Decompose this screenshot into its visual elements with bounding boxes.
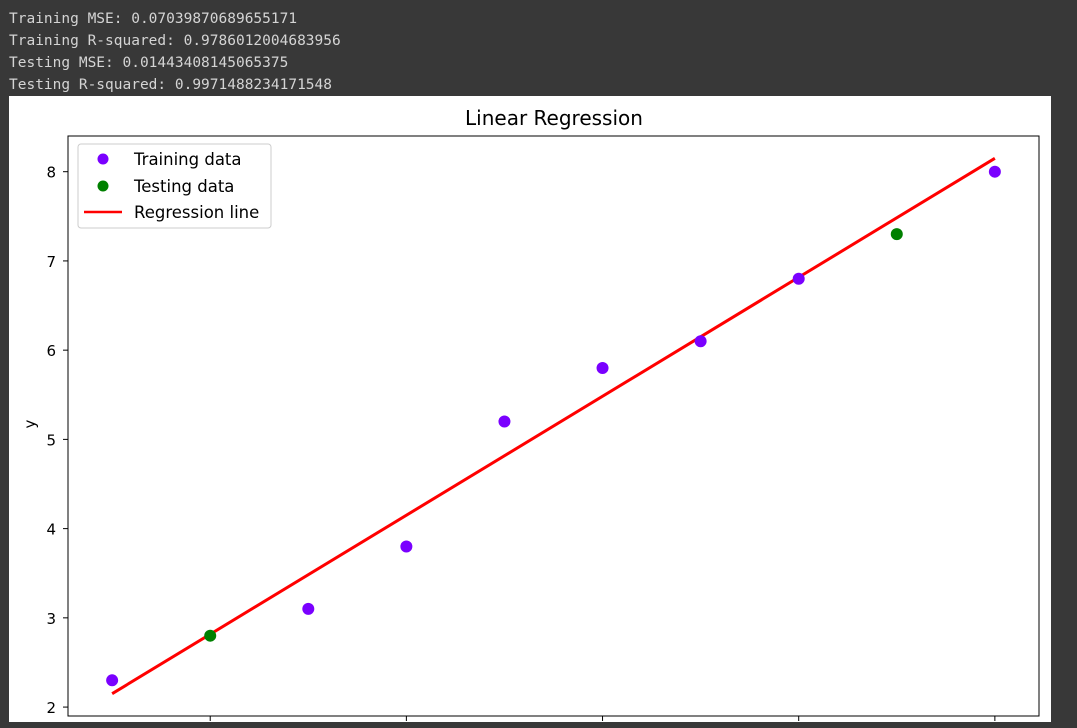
legend-testing-marker bbox=[97, 180, 109, 192]
notebook-margin-right bbox=[1051, 96, 1077, 728]
training-mse-line: Training MSE: 0.07039870689655171 bbox=[9, 11, 298, 27]
y-axis-label: y bbox=[21, 419, 39, 428]
y-tick-label: 3 bbox=[46, 610, 56, 628]
legend: Training data Testing data Regression li… bbox=[77, 143, 272, 229]
training-point bbox=[792, 272, 805, 285]
testing-mse-line: Testing MSE: 0.01443408145065375 bbox=[9, 55, 289, 71]
regression-line bbox=[111, 157, 996, 695]
training-point bbox=[988, 165, 1001, 178]
y-tick-label: 2 bbox=[46, 699, 56, 717]
legend-training-label: Training data bbox=[133, 150, 242, 169]
training-point bbox=[498, 415, 511, 428]
figure: Linear Regression y 2 3 4 5 6 7 8 Training dat… bbox=[9, 96, 1051, 722]
chart-title: Linear Regression bbox=[465, 106, 643, 130]
chart-svg: Linear Regression y 2 3 4 5 6 7 8 Training dat… bbox=[21, 106, 1040, 721]
notebook-margin-bottom bbox=[0, 722, 1077, 728]
plot-frame bbox=[67, 135, 1040, 717]
legend-regression-label: Regression line bbox=[134, 203, 259, 222]
testing-r2-line: Testing R-squared: 0.9971488234171548 bbox=[9, 77, 333, 93]
y-tick-label: 5 bbox=[46, 431, 56, 449]
training-r2-line: Training R-squared: 0.9786012004683956 bbox=[9, 33, 341, 49]
legend-testing-label: Testing data bbox=[133, 177, 234, 196]
testing-point bbox=[890, 228, 903, 241]
y-tick-label: 4 bbox=[46, 521, 56, 539]
training-point bbox=[694, 335, 707, 348]
y-tick-label: 6 bbox=[46, 342, 56, 360]
training-point bbox=[106, 674, 119, 687]
training-point bbox=[302, 602, 315, 615]
legend-box bbox=[77, 143, 272, 229]
legend-training-marker bbox=[97, 153, 109, 165]
y-tick-label: 8 bbox=[46, 164, 56, 182]
cell-output: Training MSE: 0.07039870689655171 Traini… bbox=[9, 8, 341, 96]
training-point bbox=[400, 540, 413, 553]
training-point bbox=[596, 362, 609, 374]
y-tick-label: 7 bbox=[46, 253, 56, 271]
testing-point bbox=[204, 629, 217, 642]
